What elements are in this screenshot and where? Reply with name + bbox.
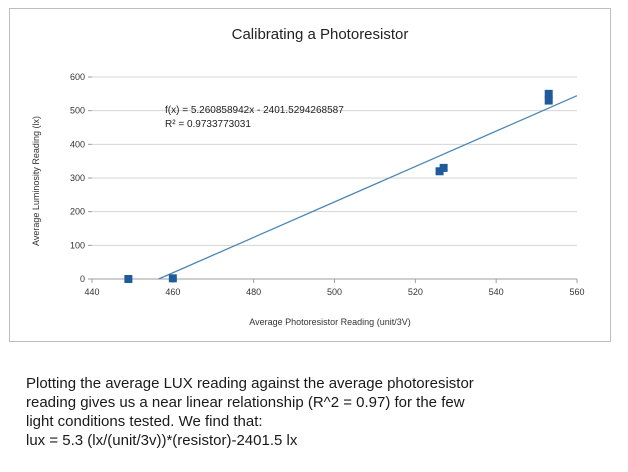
x-tick-label: 500 [327,287,342,297]
x-tick-label: 520 [408,287,423,297]
data-point [439,163,448,172]
x-tick-label: 540 [489,287,504,297]
caption-line-3: light conditions tested. We find that: [26,413,263,430]
chart-frame: Calibrating a Photoresistor 0 100 200 300 40… [9,8,611,342]
trendline-r-squared: R² = 0.9733773031 [165,119,251,130]
y-tick-label: 0 [80,274,85,284]
scatter-chart: Calibrating a Photoresistor 0 100 200 300 40… [31,26,585,327]
caption-line-1: Plotting the average LUX reading against… [26,375,474,392]
data-point [435,167,444,176]
x-tick-label: 480 [246,287,261,297]
data-points [124,89,553,283]
data-point [544,89,553,98]
y-tick-label: 500 [70,106,85,116]
y-axis-label: Average Luminosity Reading (lx) [31,116,41,246]
axes: 0 100 200 300 400 500 600 440 460 480 500 520 540 560 [70,72,585,297]
grid [92,76,577,280]
data-point [168,274,177,283]
trendline-equation: f(x) = 5.260858942x - 2401.5294268587 [165,105,344,116]
y-tick-label: 200 [70,207,85,217]
y-tick-label: 100 [70,240,85,250]
x-tick-label: 440 [84,287,99,297]
caption: Plotting the average LUX reading against… [26,374,611,450]
trendline [158,95,578,280]
x-tick-label: 560 [569,287,584,297]
trendline-layer [158,95,578,280]
y-tick-label: 300 [70,173,85,183]
data-point [124,275,133,283]
y-tick-label: 400 [70,139,85,149]
data-point [544,96,553,105]
x-tick-label: 460 [165,287,180,297]
caption-line-4: lux = 5.3 (lx/(unit/3v))*(resistor)-2401… [26,432,298,449]
chart-title: Calibrating a Photoresistor [232,26,409,43]
x-axis-label: Average Photoresistor Reading (unit/3V) [249,317,410,327]
caption-line-2: reading gives us a near linear relations… [26,394,465,411]
y-tick-label: 600 [70,72,85,82]
